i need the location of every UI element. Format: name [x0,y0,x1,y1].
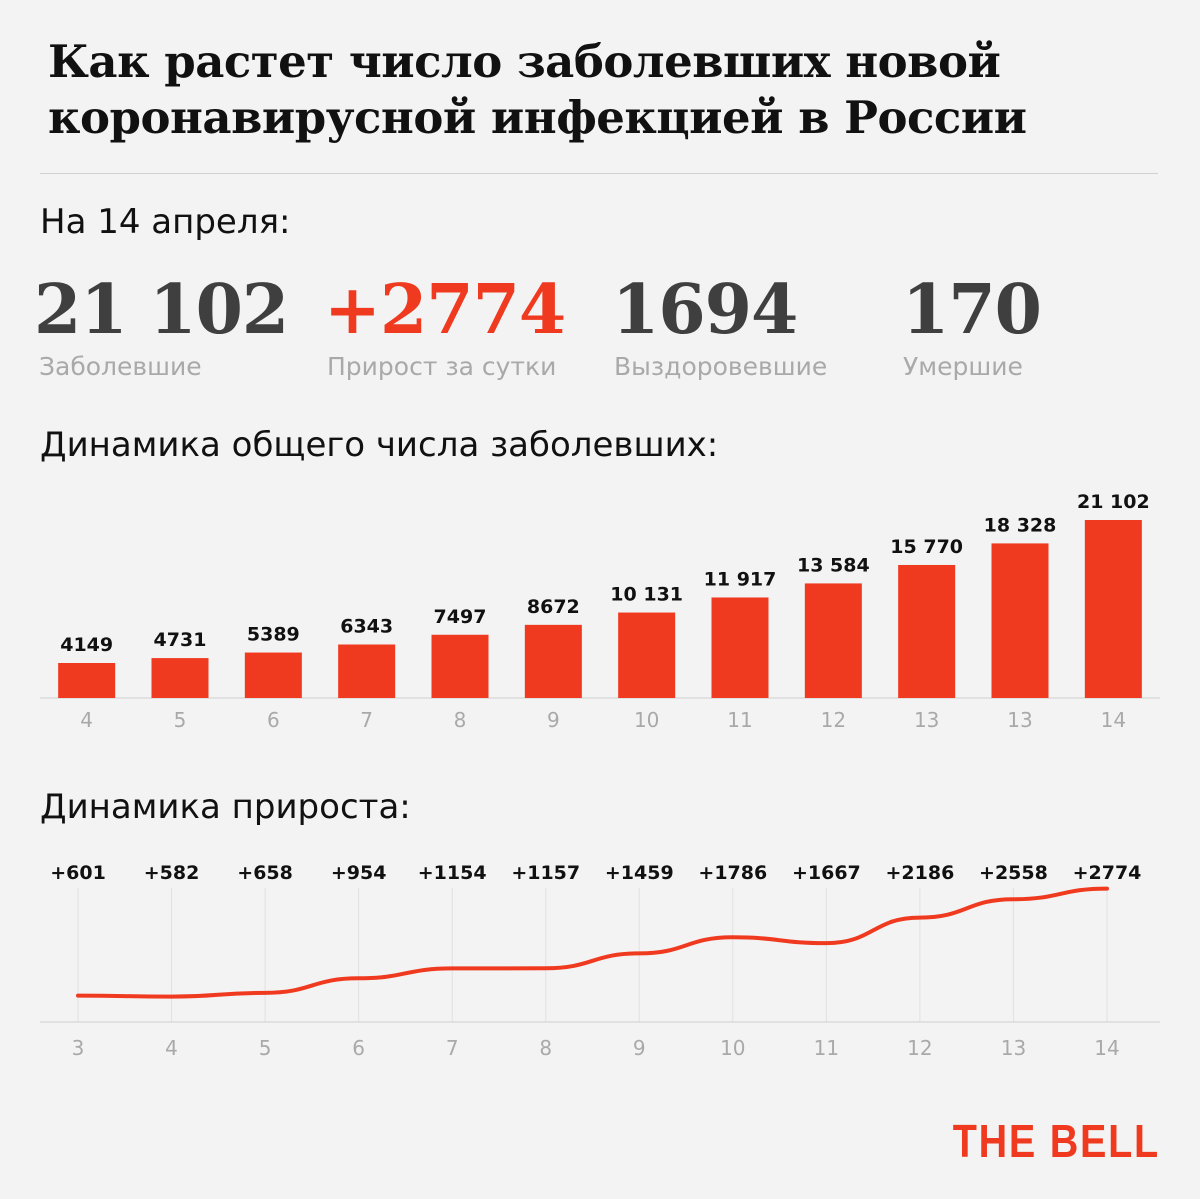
bar-value-label: 13 584 [797,554,870,576]
bar [804,583,862,698]
stat-daily-growth-label: Прирост за сутки [327,352,557,381]
point-value-label: +1667 [792,862,861,884]
x-tick-label: 11 [814,1036,839,1060]
stat-deaths-value: 170 [902,270,1042,350]
bar-value-label: 18 328 [984,514,1057,536]
point-value-label: +1459 [605,862,674,884]
title-line-2: коронавирусной инфекцией в России [48,91,1027,144]
x-tick-label: 4 [80,708,93,732]
point-value-label: +1157 [511,862,580,884]
x-tick-label: 11 [727,708,752,732]
stat-recovered-label: Выздоровевшие [614,352,828,381]
x-tick-label: 14 [1101,708,1126,732]
x-tick-label: 8 [454,708,467,732]
x-tick-label: 5 [174,708,187,732]
bar-value-label: 6343 [340,615,393,637]
title-line-1: Как растет число заболевших новой [48,35,1001,88]
point-value-label: +954 [331,862,387,884]
growth-section-label: Динамика прироста: [40,787,411,827]
stat-cases-value: 21 102 [34,270,289,350]
bar [524,624,582,698]
point-value-label: +2558 [979,862,1048,884]
bar-value-label: 8672 [527,596,580,618]
bar-value-label: 5389 [247,624,300,646]
point-value-label: +658 [237,862,293,884]
bar-value-label: 4149 [60,634,113,656]
point-value-label: +601 [50,862,106,884]
x-tick-label: 10 [720,1036,745,1060]
point-value-label: +1786 [698,862,767,884]
stat-recovered: 1694 Выздоровевшие [612,268,827,381]
x-tick-label: 9 [547,708,560,732]
brand-logo: THE BELL [952,1115,1160,1167]
x-tick-label: 5 [259,1036,272,1060]
point-value-label: +2186 [886,862,955,884]
growth-line [76,886,1109,999]
x-tick-label: 8 [539,1036,552,1060]
point-value-label: +1154 [418,862,487,884]
date-label: На 14 апреля: [40,202,291,242]
x-tick-label: 12 [821,708,846,732]
x-tick-label: 10 [634,708,659,732]
bar [338,644,396,698]
x-tick-label: 13 [1001,1036,1026,1060]
total-cases-bar-chart: 4149 4 4731 5 5389 6 6343 7 7497 8 8672 9 10 131 10 11… [40,491,1160,732]
x-tick-label: 12 [907,1036,932,1060]
x-tick-label: 9 [633,1036,646,1060]
bar-value-label: 11 917 [704,568,777,590]
x-tick-label: 6 [352,1036,365,1060]
x-tick-label: 7 [360,708,373,732]
bar [244,652,302,698]
x-tick-label: 13 [1007,708,1032,732]
bar [1084,520,1142,698]
bar [431,634,489,698]
chart-title: Как растет число заболевших новой корона… [48,34,1148,146]
point-value-label: +2774 [1073,862,1142,884]
x-tick-label: 14 [1094,1036,1119,1060]
x-tick-label: 6 [267,708,280,732]
bar [151,658,209,698]
stat-deaths: 170 Умершие [902,268,1042,381]
bar-value-label: 7497 [434,606,487,628]
bar [58,663,116,698]
stat-cases: 21 102 Заболевшие [34,268,289,381]
bar [991,543,1049,698]
stat-daily-growth: +2774 Прирост за сутки [324,268,566,381]
bar-value-label: 21 102 [1077,491,1150,513]
stat-deaths-label: Умершие [903,352,1023,381]
stat-daily-growth-value: +2774 [324,270,566,350]
stat-recovered-value: 1694 [612,270,798,350]
x-tick-label: 3 [72,1036,85,1060]
bar [898,564,956,698]
bar [618,612,676,698]
daily-growth-line-chart: +601 3 +582 4 +658 5 +954 6 +1154 7 +1157 8 +1459 9 +1… [40,862,1160,1060]
bar-value-label: 4731 [154,629,207,651]
bar-value-label: 10 131 [610,584,683,606]
stat-cases-label: Заболевшие [39,352,202,381]
bar [711,597,769,698]
bar-value-label: 15 770 [890,536,963,558]
title-divider [40,173,1158,174]
x-tick-label: 13 [914,708,939,732]
x-tick-label: 4 [165,1036,178,1060]
point-value-label: +582 [144,862,200,884]
x-tick-label: 7 [446,1036,459,1060]
total-cases-section-label: Динамика общего числа заболевших: [40,425,719,465]
